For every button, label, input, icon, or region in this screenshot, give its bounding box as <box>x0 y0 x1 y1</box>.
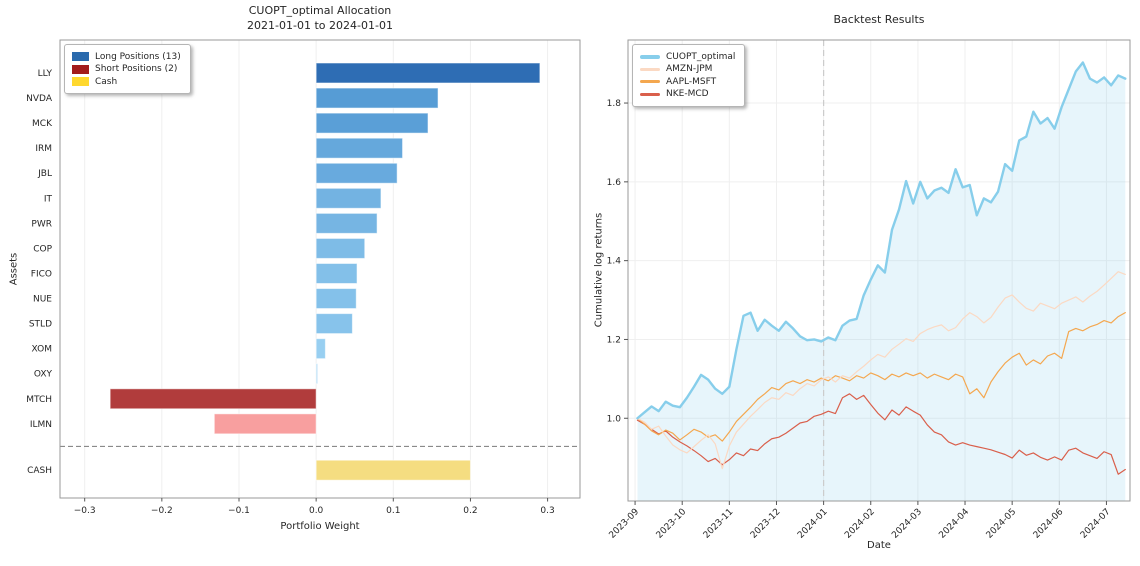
y-tick-label-jbl: JBL <box>37 169 52 179</box>
backtest-ylabel: Cumulative log returns <box>593 212 605 328</box>
x-tick-label: −0.1 <box>228 506 250 516</box>
allocation-chart-panel: LLY NVDA MCK IRM JBL IT PWR COP FICO NUE STLD XOM OX… <box>8 3 581 532</box>
series-line-nke-mcd <box>636 393 1126 475</box>
legend-label-long: Long Positions (13) <box>95 51 181 62</box>
legend-label-cash: Cash <box>95 76 118 87</box>
backtest-xlabel: Date <box>867 540 891 551</box>
legend-item-cuopt-optimal: CUOPT_optimal <box>640 52 735 62</box>
y-tick-label-nvda: NVDA <box>26 94 53 104</box>
series-line-amzn-jpm <box>636 271 1126 470</box>
nke-mcd-line-swatch-icon <box>640 92 660 96</box>
bar-cash <box>315 459 471 481</box>
x-tick-label: −0.3 <box>74 506 96 516</box>
y-tick-label-cash: CASH <box>27 466 52 476</box>
x-tick-label-2023-11: 2023-11 <box>702 507 736 541</box>
y-tick-label: 1.2 <box>607 335 621 345</box>
bar-cop <box>315 237 366 259</box>
bar-nvda <box>315 87 439 109</box>
cuopt-line-swatch-icon <box>640 54 660 59</box>
backtest-chart-panel: 1.0 1.2 1.4 1.6 1.8 2023-09 2023-10 2023-11 2023… <box>590 0 1140 566</box>
allocation-chart-title: CUOPT_optimal Allocation 2021-01-01 to 2… <box>60 3 580 34</box>
y-tick-label-xom: XOM <box>32 345 52 355</box>
x-tick-label-2024-03: 2024-03 <box>890 507 924 541</box>
bar-it <box>315 187 382 209</box>
y-tick-label-mtch: MTCH <box>26 395 52 405</box>
y-tick-label-pwr: PWR <box>31 219 52 229</box>
legend-item-short-positions: Short Positions (2) <box>72 64 181 74</box>
legend-item-cash: Cash <box>72 77 181 87</box>
y-tick-label: 1.6 <box>607 178 622 188</box>
y-tick-label-it: IT <box>44 194 53 204</box>
y-tick-label-oxy: OXY <box>34 370 53 380</box>
x-tick-label: −0.2 <box>151 506 173 516</box>
legend-label-amzn-jpm: AMZN-JPM <box>666 64 713 74</box>
x-tick-label: 0.0 <box>309 506 324 516</box>
bar-jbl <box>315 162 398 184</box>
bar-mck <box>315 112 429 134</box>
x-tick-label-2023-10: 2023-10 <box>655 507 689 541</box>
y-tick-label-mck: MCK <box>32 119 53 129</box>
cuopt-area-fill <box>637 62 1126 501</box>
aapl-msft-line-swatch-icon <box>640 80 660 83</box>
x-tick-label-2024-04: 2024-04 <box>937 507 971 541</box>
bar-oxy <box>315 363 319 385</box>
bar-irm <box>315 137 404 159</box>
backtest-chart: 1.0 1.2 1.4 1.6 1.8 2023-09 2023-10 2023-11 2023… <box>607 39 1131 541</box>
x-tick-label: 0.1 <box>386 506 400 516</box>
series-line-aapl-msft <box>636 312 1126 442</box>
y-tick-label-ilmn: ILMN <box>30 420 52 430</box>
y-tick-label: 1.4 <box>607 257 622 267</box>
x-tick-label-2024-07: 2024-07 <box>1079 507 1113 541</box>
legend-label-short: Short Positions (2) <box>95 64 178 74</box>
legend-item-long-positions: Long Positions (13) <box>72 52 181 62</box>
backtest-axes-frame <box>627 39 1131 502</box>
backtest-legend: CUOPT_optimal AMZN-JPM AAPL-MSFT NKE-MCD <box>632 44 746 107</box>
backtest-chart-title: Backtest Results <box>833 13 925 26</box>
y-tick-label-fico: FICO <box>31 269 52 279</box>
allocation-xlabel: Portfolio Weight <box>280 521 360 532</box>
allocation-axes-frame <box>59 39 581 499</box>
legend-item-amzn-jpm: AMZN-JPM <box>640 64 735 74</box>
y-tick-label-lly: LLY <box>38 69 53 79</box>
y-tick-label-nue: NUE <box>33 295 52 305</box>
long-positions-swatch-icon <box>72 52 89 61</box>
bar-xom <box>315 338 326 360</box>
y-tick-label-irm: IRM <box>35 144 52 154</box>
legend-label-nke-mcd: NKE-MCD <box>666 89 709 99</box>
x-tick-label-2024-05: 2024-05 <box>985 507 1019 541</box>
x-tick-label-2023-09: 2023-09 <box>608 507 642 541</box>
y-tick-label: 1.8 <box>607 99 622 109</box>
x-tick-label-2024-01: 2024-01 <box>796 507 830 541</box>
y-tick-label-stld: STLD <box>29 320 52 330</box>
x-tick-label-2024-06: 2024-06 <box>1032 507 1066 541</box>
bar-stld <box>315 313 353 335</box>
amzn-jpm-line-swatch-icon <box>640 67 660 71</box>
legend-item-nke-mcd: NKE-MCD <box>640 89 735 99</box>
cash-swatch-icon <box>72 77 89 86</box>
x-tick-label: 0.3 <box>540 506 554 516</box>
y-tick-label-cop: COP <box>33 244 52 254</box>
x-tick-label-2023-12: 2023-12 <box>749 507 783 541</box>
allocation-title-line2: 2021-01-01 to 2024-01-01 <box>247 19 393 33</box>
x-tick-label-2024-02: 2024-02 <box>843 507 877 541</box>
series-line-cuopt-optimal <box>636 61 1127 420</box>
y-tick-label: 1.0 <box>607 414 622 424</box>
bar-fico <box>315 262 358 284</box>
legend-label-cuopt: CUOPT_optimal <box>666 51 736 62</box>
bar-mtch <box>109 388 317 410</box>
allocation-legend: Long Positions (13) Short Positions (2) … <box>64 44 191 94</box>
x-tick-label: 0.2 <box>463 506 477 516</box>
bar-pwr <box>315 212 378 234</box>
allocation-title-line1: CUOPT_optimal Allocation <box>248 4 392 17</box>
legend-label-aapl-msft: AAPL-MSFT <box>666 76 717 87</box>
legend-item-aapl-msft: AAPL-MSFT <box>640 77 735 87</box>
bar-lly <box>315 62 541 84</box>
bar-ilmn <box>213 413 317 435</box>
bar-nue <box>315 288 357 310</box>
allocation-chart: LLY NVDA MCK IRM JBL IT PWR COP FICO NUE STLD XOM OX… <box>26 39 581 516</box>
allocation-ylabel: Assets <box>8 252 20 286</box>
short-positions-swatch-icon <box>72 64 89 74</box>
